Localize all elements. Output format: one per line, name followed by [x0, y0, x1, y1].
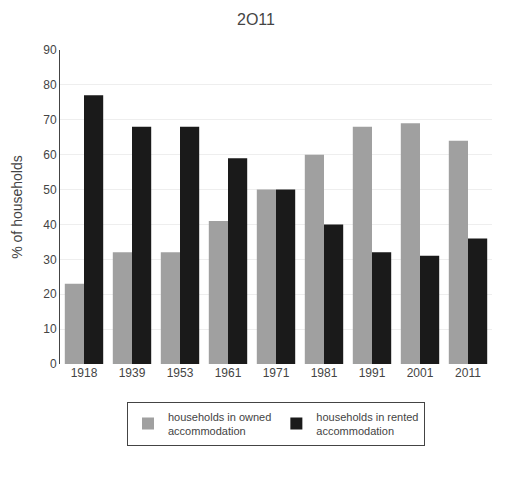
svg-text:1981: 1981	[311, 366, 338, 380]
svg-text:1918: 1918	[71, 366, 98, 380]
svg-text:20: 20	[43, 287, 57, 301]
svg-text:2O11: 2O11	[237, 11, 275, 28]
svg-text:70: 70	[43, 113, 57, 127]
svg-text:2001: 2001	[407, 366, 434, 380]
svg-text:0: 0	[50, 357, 57, 371]
svg-text:1971: 1971	[263, 366, 290, 380]
svg-text:households in rentedaccommodat: households in rentedaccommodation	[316, 411, 418, 437]
svg-text:60: 60	[43, 148, 57, 162]
svg-text:1961: 1961	[215, 366, 242, 380]
svg-text:1953: 1953	[167, 366, 194, 380]
svg-text:10: 10	[43, 322, 57, 336]
svg-text:50: 50	[43, 183, 57, 197]
svg-text:40: 40	[43, 218, 57, 232]
svg-text:households in ownedaccommodati: households in ownedaccommodation	[168, 411, 271, 437]
svg-text:80: 80	[43, 78, 57, 92]
svg-text:90: 90	[43, 43, 57, 57]
svg-text:1991: 1991	[359, 366, 386, 380]
svg-text:1939: 1939	[119, 366, 146, 380]
svg-text:2011: 2011	[455, 366, 481, 380]
svg-text:% of households: % of households	[9, 155, 25, 259]
svg-text:30: 30	[43, 253, 57, 267]
